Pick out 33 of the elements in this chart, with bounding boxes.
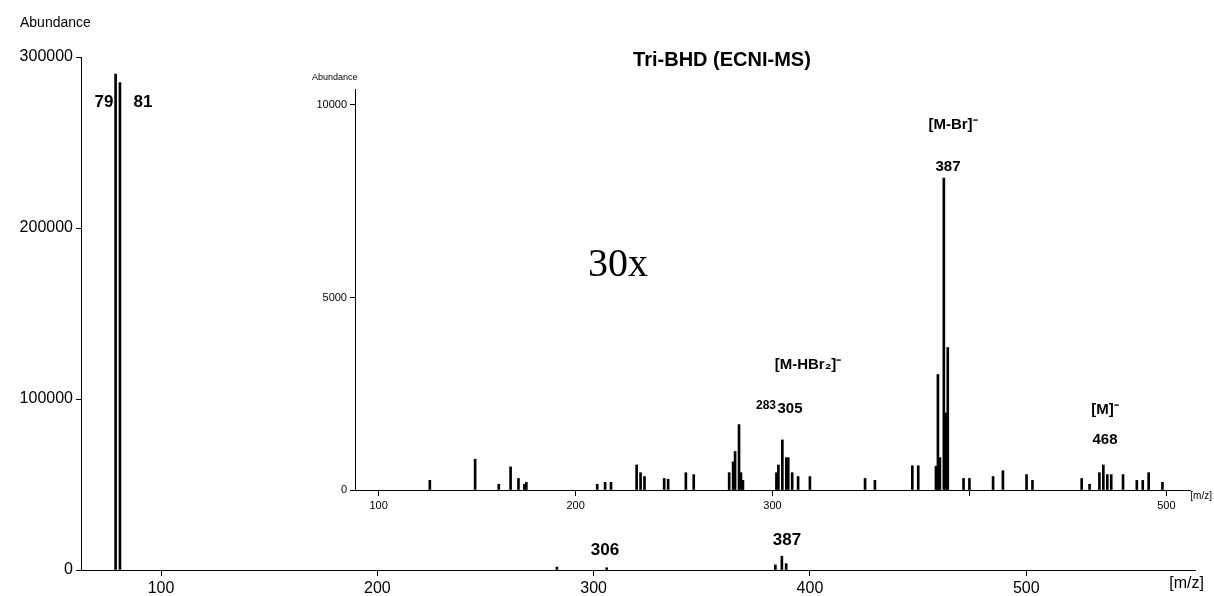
annotation: 283: [755, 398, 777, 412]
y-tick-label: 200000: [19, 218, 74, 236]
x-tick-label: 200: [566, 498, 585, 511]
annotation: 387: [935, 156, 961, 174]
y-tick-label: 0: [64, 560, 74, 578]
annotation: [M-Br]⁻: [928, 114, 978, 133]
chart-title: Tri-BHD (ECNI-MS): [633, 48, 811, 70]
y-tick-label: 300000: [19, 47, 74, 65]
x-tick-label: 300: [763, 498, 782, 511]
y-tick-label: 0: [340, 483, 347, 496]
y-axis-title: Abundance: [312, 72, 358, 82]
annotation: 468: [1092, 429, 1118, 447]
y-tick-label: 5000: [322, 290, 347, 303]
y-tick-label: 10000: [316, 98, 347, 111]
annotation: [M]⁻: [1091, 399, 1119, 418]
y-tick-label: 100000: [19, 389, 74, 407]
annotation: 81: [133, 92, 153, 112]
x-tick-label: 500: [1157, 498, 1176, 511]
x-tick-label: 300: [580, 579, 608, 596]
x-tick-label: 200: [363, 579, 391, 596]
annotation: 305: [777, 398, 803, 416]
x-tick-label: 100: [147, 579, 175, 596]
annotation: [M-HBr₂]⁻: [774, 354, 842, 373]
y-axis-title: Abundance: [20, 14, 91, 30]
annotation: 79: [94, 92, 114, 112]
x-tick-label: 500: [1012, 579, 1040, 596]
x-axis-title: [m/z]: [1169, 574, 1204, 592]
x-tick-label: 400: [796, 579, 824, 596]
x-axis-title: [m/z]: [1190, 490, 1212, 501]
annotation: 387: [772, 530, 802, 550]
annotation: 30x: [588, 238, 648, 286]
x-tick-label: 100: [369, 498, 388, 511]
annotation: 306: [590, 540, 620, 560]
